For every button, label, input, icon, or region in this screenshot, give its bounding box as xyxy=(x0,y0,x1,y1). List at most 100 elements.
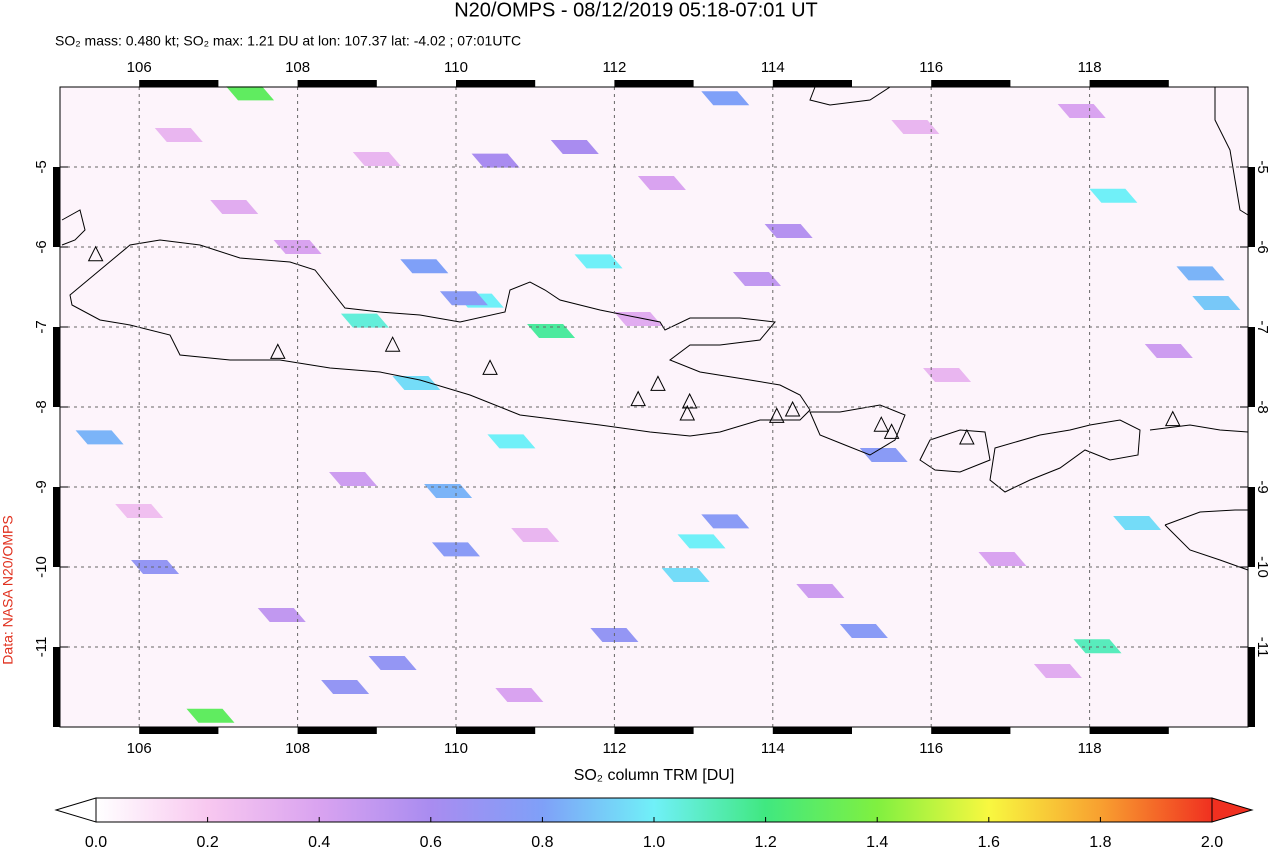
volcano xyxy=(679,404,696,421)
borneo-coast xyxy=(809,86,891,106)
x-tick-label-top: 118 xyxy=(1078,59,1102,76)
x-tick-label-bottom: 110 xyxy=(444,740,468,757)
frame-band xyxy=(456,80,536,87)
so2-cell xyxy=(661,568,710,582)
frame-band xyxy=(53,487,60,567)
y-tick-label-left: -7 xyxy=(33,320,50,333)
bali-coast xyxy=(809,404,906,456)
so2-cell xyxy=(400,259,449,274)
y-tick-label-right: -10 xyxy=(1254,556,1271,578)
x-tick-label-top: 116 xyxy=(919,59,943,76)
so2-cell xyxy=(1113,516,1162,530)
so2-cell xyxy=(392,376,441,390)
x-tick-label-bottom: 114 xyxy=(761,740,785,757)
so2-cell xyxy=(487,434,536,449)
so2-cell xyxy=(471,153,520,168)
x-tick-label-bottom: 112 xyxy=(602,740,626,757)
lombok-coast xyxy=(919,429,991,473)
colorbar-tick-label: 1.8 xyxy=(1089,834,1111,851)
frame-band xyxy=(1089,80,1169,87)
so2-cell xyxy=(321,680,370,694)
volcano xyxy=(873,416,890,432)
y-tick-label-right: -8 xyxy=(1254,400,1271,413)
sumatra-coast xyxy=(61,209,86,246)
so2-cell xyxy=(839,624,888,638)
colorbar-under xyxy=(54,797,97,823)
volcano xyxy=(87,245,104,262)
frame-band xyxy=(297,80,377,87)
so2-cell xyxy=(732,272,781,286)
so2-cell xyxy=(550,140,599,154)
so2-cell xyxy=(574,254,623,269)
frame-band xyxy=(139,80,219,87)
so2-cell xyxy=(1144,344,1193,358)
volcano xyxy=(784,400,801,417)
volcano xyxy=(1164,410,1181,427)
so2-cell xyxy=(439,291,488,306)
volcano xyxy=(650,375,666,391)
sulawesi-coast xyxy=(1214,87,1249,216)
so2-cell xyxy=(115,504,164,518)
volcano xyxy=(384,336,401,352)
frame-band xyxy=(53,167,60,247)
y-tick-label-right: -7 xyxy=(1254,320,1271,333)
frame-band xyxy=(772,80,852,87)
so2-cell xyxy=(978,552,1027,566)
y-tick-label-left: -5 xyxy=(33,160,50,173)
y-tick-label-left: -9 xyxy=(33,480,50,493)
x-tick-label-top: 108 xyxy=(285,59,310,76)
so2-cell xyxy=(1073,639,1122,654)
y-tick-label-left: -6 xyxy=(33,240,50,253)
so2-cell xyxy=(154,128,203,142)
colorbar-tick-label: 0.0 xyxy=(85,834,107,851)
so2-cell xyxy=(701,91,750,106)
colorbar-tick-label: 0.8 xyxy=(531,834,553,851)
java-coast xyxy=(69,239,811,437)
subtitle: SO₂ mass: 0.480 kt; SO₂ max: 1.21 DU at … xyxy=(55,33,521,49)
so2-cell xyxy=(352,152,401,166)
colorbar-over xyxy=(1211,797,1254,823)
frame-band xyxy=(1248,487,1255,567)
so2-cell xyxy=(701,514,750,529)
colorbar-label: SO₂ column TRM [DU] xyxy=(574,767,735,784)
frame-band xyxy=(456,727,536,734)
frame-band xyxy=(614,80,694,87)
so2-cell xyxy=(368,656,417,670)
so2-cell xyxy=(764,224,813,238)
frame-band xyxy=(1248,327,1255,407)
x-tick-label-top: 114 xyxy=(761,59,785,76)
frame-band xyxy=(297,727,377,734)
frame-band xyxy=(931,80,1011,87)
so2-cell xyxy=(75,430,124,445)
y-tick-label-right: -11 xyxy=(1254,637,1271,658)
x-tick-label-bottom: 118 xyxy=(1078,740,1102,757)
y-tick-label-right: -6 xyxy=(1254,240,1271,253)
coastlines xyxy=(61,86,1249,571)
y-tick-label-right: -9 xyxy=(1254,480,1271,493)
volcano xyxy=(482,359,498,375)
so2-cell xyxy=(1033,664,1082,678)
y-tick-label-left: -8 xyxy=(33,400,50,413)
so2-cell xyxy=(226,86,275,101)
so2-cell xyxy=(677,534,726,549)
colorbar-tick-label: 1.0 xyxy=(643,834,665,851)
so2-cell xyxy=(131,560,180,574)
colorbar-tick-label: 0.2 xyxy=(196,834,218,851)
frame-band xyxy=(931,727,1011,734)
sumbawa-coast xyxy=(989,419,1141,493)
colorbar-tick-label: 1.4 xyxy=(866,834,888,851)
so2-cell xyxy=(273,240,322,254)
frame-band xyxy=(53,327,60,407)
sumba-coast xyxy=(1164,509,1249,571)
colorbar-tick-label: 1.6 xyxy=(978,834,1000,851)
frame-band xyxy=(614,727,694,734)
colorbar-tick-label: 1.2 xyxy=(754,834,776,851)
so2-cell xyxy=(527,324,576,338)
frame-band xyxy=(1248,647,1255,727)
y-tick-label-left: -10 xyxy=(33,556,50,578)
volcano xyxy=(883,423,900,439)
source-label: Data: NASA N20/OMPS xyxy=(0,515,16,664)
x-tick-label-bottom: 106 xyxy=(127,740,152,757)
so2-cell xyxy=(186,708,235,723)
